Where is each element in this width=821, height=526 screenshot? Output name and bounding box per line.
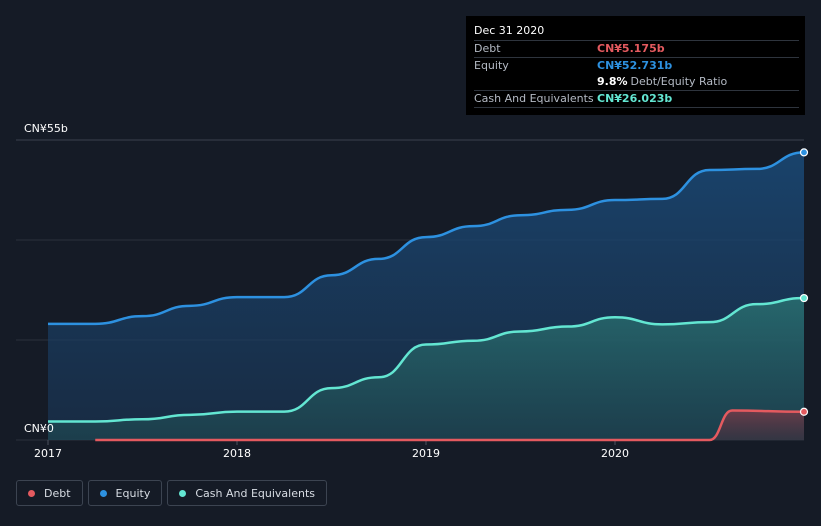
chart-legend: Debt Equity Cash And Equivalents (16, 480, 327, 506)
tooltip-debt-label: Debt (474, 42, 501, 55)
cash-and-equivalents-area (48, 298, 804, 440)
debt-end-marker (799, 407, 809, 416)
tooltip-debt-row: Debt CN¥5.175b (474, 40, 799, 57)
debt-line (95, 409, 805, 442)
tooltip-cash-label: Cash And Equivalents (474, 92, 594, 105)
legend-equity-dot-icon (99, 489, 107, 497)
legend-debt-label: Debt (44, 486, 71, 500)
tooltip-debt-value: CN¥5.175b (597, 42, 665, 55)
x-tick-label-2020: 2020 (601, 447, 629, 460)
equity-line (47, 151, 805, 326)
cash-and-equivalents-line (48, 296, 805, 423)
y-axis-bottom-label: CN¥0 (24, 422, 54, 435)
legend-debt-dot-icon (28, 489, 35, 497)
equity-end-marker (799, 148, 809, 157)
chart-tooltip: Dec 31 2020 Debt CN¥5.175b Equity CN¥52.… (466, 16, 805, 115)
legend-cash-label: Cash And Equivalents (195, 486, 315, 500)
tooltip-equity-value: CN¥52.731b (597, 59, 673, 72)
tooltip-ratio-value: 9.8% (597, 75, 628, 88)
x-tick-label-2017: 2017 (34, 447, 62, 460)
x-tick-label-2019: 2019 (412, 447, 440, 460)
tooltip-cash-value: CN¥26.023b (597, 92, 673, 105)
cash-and-equivalents-end-marker (799, 293, 809, 303)
tooltip-cash-row: Cash And Equivalents CN¥26.023b (474, 90, 799, 108)
legend-cash-dot-icon (179, 489, 187, 497)
tooltip-date: Dec 31 2020 (474, 24, 545, 37)
y-axis-top-label: CN¥55b (24, 122, 68, 135)
legend-item-equity[interactable]: Equity (87, 480, 163, 506)
debt-area (95, 410, 804, 440)
legend-equity-label: Equity (115, 486, 151, 500)
tooltip-ratio-label: Debt/Equity Ratio (630, 75, 728, 88)
tooltip-equity-row: Equity CN¥52.731b (474, 57, 799, 74)
legend-item-debt[interactable]: Debt (16, 480, 83, 506)
legend-item-cash[interactable]: Cash And Equivalents (167, 480, 327, 506)
x-tick-label-2018: 2018 (223, 447, 251, 460)
tooltip-ratio-row: 9.8% Debt/Equity Ratio (474, 74, 799, 90)
tooltip-equity-label: Equity (474, 59, 509, 72)
